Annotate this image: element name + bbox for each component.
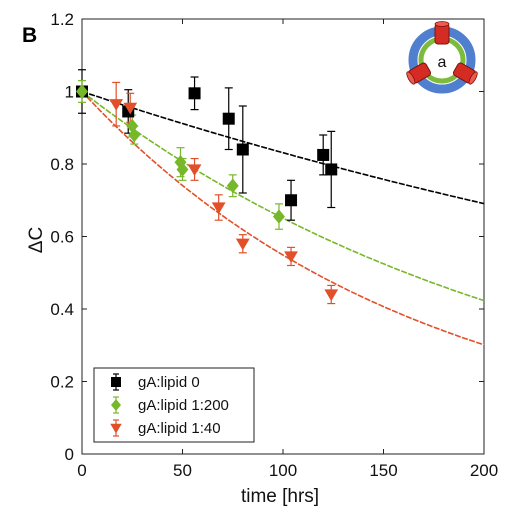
data-point xyxy=(109,99,124,111)
x-tick-label: 150 xyxy=(369,461,397,480)
data-point xyxy=(317,148,330,161)
inset-channel-cap xyxy=(434,21,450,27)
data-point xyxy=(211,202,226,215)
legend-label: gA:lipid 0 xyxy=(138,374,200,391)
y-tick-label: 0 xyxy=(65,445,74,464)
gramicidin-channel-inset: a xyxy=(406,21,478,94)
legend-label: gA:lipid 1:200 xyxy=(138,397,229,414)
data-point xyxy=(236,143,249,156)
y-tick-label: 0.6 xyxy=(50,228,74,247)
data-point xyxy=(226,178,239,193)
data-point xyxy=(174,154,187,170)
data-point xyxy=(324,289,339,302)
x-axis-label: time [hrs] xyxy=(241,486,319,507)
x-tick-label: 200 xyxy=(470,461,498,480)
inset-channel-group xyxy=(452,62,478,85)
data-point xyxy=(123,102,138,115)
panel-label: B xyxy=(22,24,37,47)
inset-channel-cap xyxy=(406,71,416,85)
x-tick-label: 0 xyxy=(77,461,86,480)
y-axis-ticks: 0 0.2 0.4 0.6 0.8 1 1.2 xyxy=(50,10,484,464)
inset-channel-group xyxy=(434,21,450,45)
data-point xyxy=(235,238,250,251)
legend-marker xyxy=(111,377,121,387)
data-point xyxy=(126,118,139,134)
data-point xyxy=(176,162,189,177)
x-tick-label: 100 xyxy=(269,461,297,480)
legend-marker xyxy=(111,399,121,411)
y-tick-label: 1.2 xyxy=(50,10,74,29)
fit-line xyxy=(81,90,485,302)
y-tick-label: 0.2 xyxy=(50,373,74,392)
legend-marker xyxy=(110,423,122,434)
data-point xyxy=(222,112,235,125)
fit-line xyxy=(81,90,485,346)
legend: gA:lipid 0 gA:lipid 1:200 gA:lipid 1:40 xyxy=(93,367,255,443)
inset-channel xyxy=(434,23,450,45)
data-point xyxy=(284,251,298,264)
inset-channel-group xyxy=(406,62,432,85)
y-axis-label: ΔC xyxy=(26,227,47,253)
x-axis-ticks: 0 50 100 150 200 xyxy=(77,19,498,480)
y-tick-label: 1 xyxy=(65,83,74,102)
data-point xyxy=(187,164,202,177)
data-markers xyxy=(76,84,339,302)
inset-channel-cap xyxy=(468,71,478,85)
data-point xyxy=(325,163,338,176)
y-tick-label: 0.4 xyxy=(50,300,74,319)
inset-channels xyxy=(406,21,478,85)
data-point xyxy=(76,84,88,99)
x-tick-label: 50 xyxy=(173,461,192,480)
data-point xyxy=(272,209,285,224)
data-point xyxy=(285,194,298,207)
legend-label: gA:lipid 1:40 xyxy=(138,420,221,437)
y-tick-label: 0.8 xyxy=(50,155,74,174)
data-point xyxy=(188,87,201,100)
inset-label: a xyxy=(438,54,447,71)
data-point xyxy=(128,127,141,143)
fit-line xyxy=(81,90,485,205)
